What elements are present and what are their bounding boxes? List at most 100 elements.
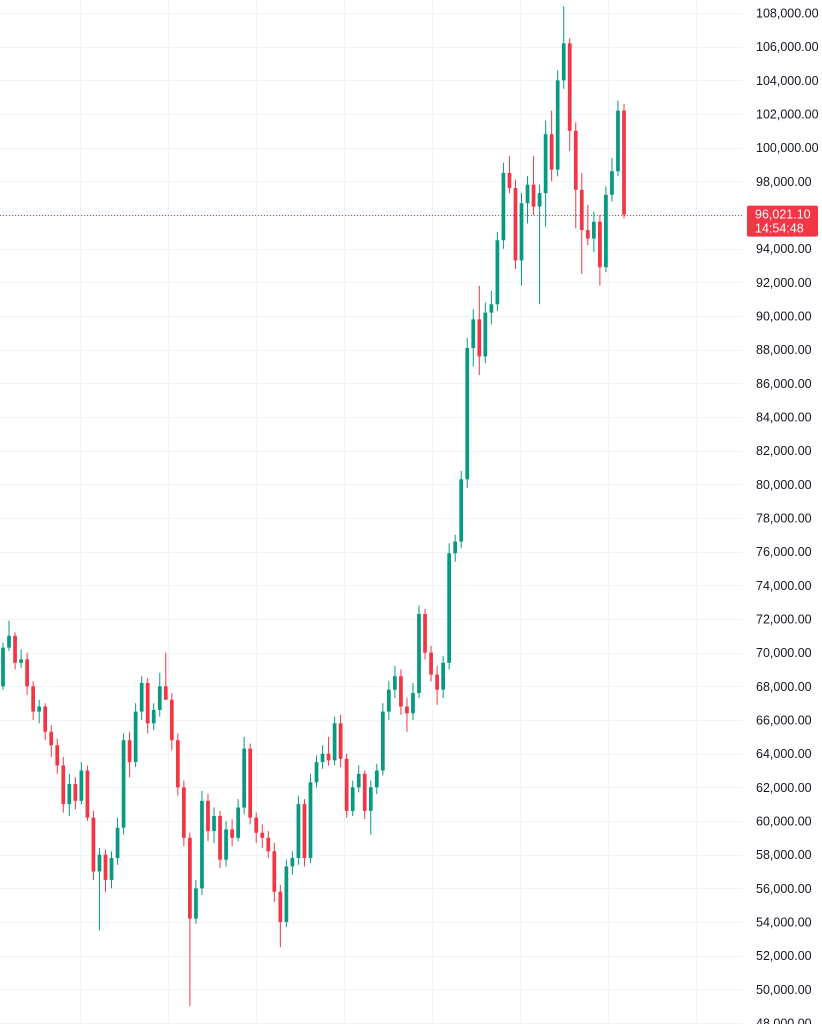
candle[interactable] [616, 100, 620, 177]
candle[interactable] [622, 103, 626, 219]
candle[interactable] [121, 733, 126, 835]
candle[interactable] [13, 632, 17, 670]
candle[interactable] [320, 745, 325, 769]
candle[interactable] [157, 672, 162, 717]
candle[interactable] [489, 290, 494, 325]
candle[interactable] [266, 831, 271, 859]
candle[interactable] [543, 120, 548, 227]
candle[interactable] [386, 681, 391, 720]
candle[interactable] [585, 204, 590, 246]
candle[interactable] [561, 6, 566, 89]
candle[interactable] [224, 821, 228, 867]
candle[interactable] [175, 733, 180, 796]
price-axis[interactable]: 108,000.00 106,000.00 104,000.00 102,000.00… [756, 7, 819, 1024]
candle[interactable] [308, 773, 313, 864]
candle[interactable] [610, 157, 614, 202]
candle[interactable] [362, 770, 367, 820]
candle[interactable] [302, 799, 307, 867]
candle[interactable] [49, 725, 54, 758]
candle[interactable] [374, 763, 379, 795]
candle[interactable] [79, 762, 84, 805]
candle[interactable] [338, 714, 343, 768]
candle[interactable] [67, 773, 72, 816]
candle[interactable] [115, 817, 120, 865]
candle[interactable] [212, 807, 216, 843]
candle[interactable] [7, 620, 11, 651]
candle[interactable] [284, 859, 289, 928]
candle[interactable] [531, 156, 536, 215]
candle[interactable] [218, 810, 222, 869]
candle[interactable] [471, 309, 476, 367]
candle[interactable] [453, 534, 458, 562]
candle[interactable] [43, 703, 48, 741]
candle[interactable] [549, 110, 554, 182]
candle[interactable] [314, 755, 319, 788]
candle[interactable] [326, 736, 331, 766]
candle[interactable] [25, 652, 29, 695]
candle[interactable] [604, 186, 608, 273]
candle[interactable] [380, 703, 385, 776]
candle[interactable] [139, 676, 144, 720]
candle[interactable] [290, 851, 295, 875]
candle[interactable] [91, 810, 96, 880]
candle[interactable] [435, 666, 439, 705]
candle[interactable] [151, 703, 156, 731]
candle[interactable] [254, 812, 259, 843]
candle[interactable] [519, 193, 524, 286]
candle[interactable] [260, 824, 265, 848]
candle[interactable] [507, 156, 512, 194]
candle[interactable] [332, 716, 337, 766]
candle[interactable] [182, 780, 186, 847]
candle[interactable] [501, 162, 506, 249]
candle[interactable] [477, 285, 482, 375]
candle[interactable] [483, 302, 488, 364]
candle[interactable] [272, 842, 277, 902]
candle[interactable] [188, 832, 192, 1007]
candle[interactable] [350, 780, 355, 816]
candle[interactable] [417, 605, 421, 699]
candle[interactable] [405, 698, 409, 732]
candle[interactable] [206, 794, 210, 842]
candle[interactable] [145, 677, 150, 734]
candle[interactable] [368, 780, 373, 835]
candle[interactable] [441, 656, 445, 699]
candle[interactable] [525, 176, 530, 224]
candles[interactable] [1, 6, 626, 1007]
candle[interactable] [459, 470, 464, 549]
candle[interactable] [73, 777, 78, 810]
candle[interactable] [61, 757, 66, 813]
candle[interactable] [598, 215, 602, 286]
candle[interactable] [103, 849, 108, 892]
candle[interactable] [133, 703, 138, 768]
candle[interactable] [55, 738, 60, 774]
candle[interactable] [109, 851, 114, 889]
candle[interactable] [423, 608, 427, 660]
candle[interactable] [236, 799, 241, 842]
candle[interactable] [399, 669, 403, 715]
candle[interactable] [513, 179, 518, 269]
candle[interactable] [85, 765, 90, 821]
candle[interactable] [169, 693, 174, 751]
candle[interactable] [278, 884, 283, 948]
candle[interactable] [495, 231, 500, 311]
candle[interactable] [567, 38, 572, 152]
candle[interactable] [194, 879, 198, 924]
candle[interactable] [296, 795, 301, 865]
candle[interactable] [573, 122, 578, 229]
candle[interactable] [37, 699, 42, 724]
candle[interactable] [1, 642, 5, 690]
candle[interactable] [344, 753, 349, 818]
candle[interactable] [31, 681, 36, 720]
candle[interactable] [537, 184, 542, 305]
candle[interactable] [429, 645, 433, 682]
candle[interactable] [447, 543, 452, 670]
candle[interactable] [411, 682, 415, 720]
candle[interactable] [200, 790, 204, 896]
candle[interactable] [242, 736, 247, 815]
candle[interactable] [465, 337, 470, 488]
candle[interactable] [591, 211, 596, 253]
candle[interactable] [579, 172, 584, 274]
candle[interactable] [127, 731, 132, 778]
